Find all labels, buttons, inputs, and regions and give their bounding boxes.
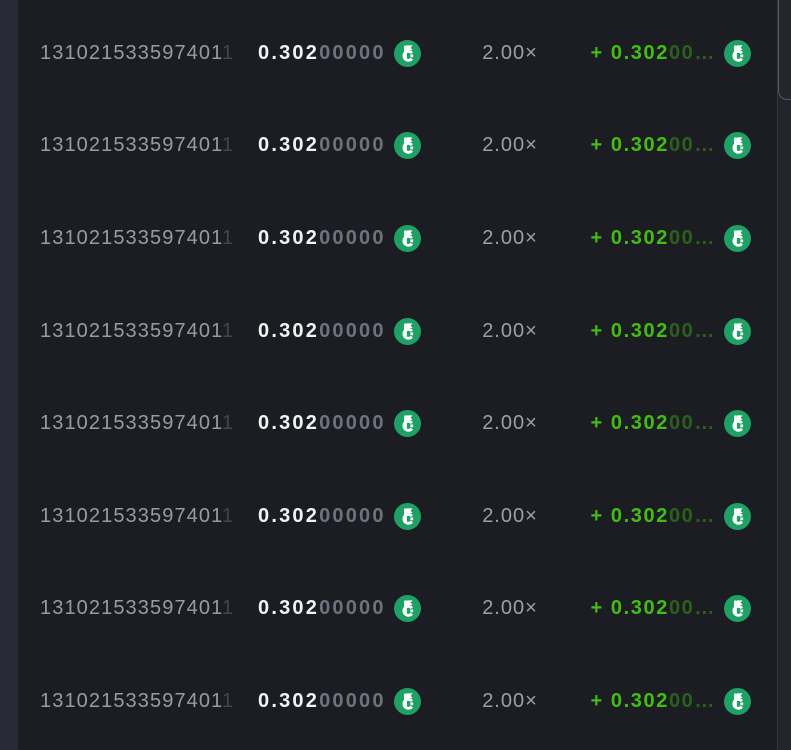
bet-amount: 0.30200000 [258,134,386,157]
bet-id-truncated-digit: 1 [221,134,235,157]
bet-amount-cell: 0.30200000 [258,595,454,623]
bet-amount-cell: 0.30200000 [258,317,454,345]
bet-id-truncated-digit: 1 [221,689,235,712]
bet-row[interactable]: 1310215335974011 0.30200000 2.00× + 0.30… [18,563,777,656]
bet-row[interactable]: 1310215335974011 0.30200000 2.00× + 0.30… [18,100,777,193]
multiplier: 2.00× [482,597,538,620]
bet-id: 1310215335974011 [40,319,235,342]
payout-amount: + 0.30200… [590,41,716,64]
bet-amount: 0.30200000 [258,689,386,712]
bet-amount: 0.30200000 [258,319,386,342]
bc-coin-icon [724,687,751,715]
bet-id-truncated-digit: 1 [221,504,235,527]
multiplier: 2.00× [482,319,538,342]
bet-amount-cell: 0.30200000 [258,224,454,252]
bc-coin-icon [724,224,751,252]
bc-coin-icon [393,595,421,623]
multiplier: 2.00× [482,689,538,712]
bc-coin-icon [724,502,751,530]
multiplier: 2.00× [482,504,538,527]
bet-id: 1310215335974011 [40,597,235,620]
bet-id: 1310215335974011 [40,134,235,157]
bet-amount: 0.30200000 [258,412,386,435]
bc-coin-icon [393,687,421,715]
bet-id-truncated-digit: 1 [221,412,235,435]
bet-amount-cell: 0.30200000 [258,502,454,530]
payout-cell: + 0.30200… [566,317,751,345]
payout-cell: + 0.30200… [566,39,751,67]
bet-id: 1310215335974011 [40,41,235,64]
bet-amount: 0.30200000 [258,41,386,64]
payout-amount: + 0.30200… [590,412,716,435]
payout-amount: + 0.30200… [590,319,716,342]
bet-row[interactable]: 1310215335974011 0.30200000 2.00× + 0.30… [18,470,777,563]
bet-amount-cell: 0.30200000 [258,410,454,438]
payout-amount: + 0.30200… [590,226,716,249]
bc-coin-icon [724,39,751,67]
bc-coin-icon [393,317,421,345]
bet-row[interactable]: 1310215335974011 0.30200000 2.00× + 0.30… [18,192,777,285]
bet-row[interactable]: 1310215335974011 0.30200000 2.00× + 0.30… [18,655,777,748]
payout-cell: + 0.30200… [566,502,751,530]
payout-amount: + 0.30200… [590,134,716,157]
multiplier: 2.00× [482,412,538,435]
bet-amount: 0.30200000 [258,504,386,527]
scrollbar-thumb[interactable] [778,0,791,100]
page-gutter-left [0,0,18,750]
bet-id-truncated-digit: 1 [221,319,235,342]
multiplier: 2.00× [482,226,538,249]
bet-id-truncated-digit: 1 [221,41,235,64]
payout-amount: + 0.30200… [590,597,716,620]
multiplier: 2.00× [482,41,538,64]
bc-coin-icon [724,595,751,623]
bc-coin-icon [393,224,421,252]
bet-id: 1310215335974011 [40,504,235,527]
bet-row[interactable]: 1310215335974011 0.30200000 2.00× + 0.30… [18,7,777,100]
bet-id-truncated-digit: 1 [221,597,235,620]
payout-amount: + 0.30200… [590,689,716,712]
bet-id: 1310215335974011 [40,689,235,712]
bet-id: 1310215335974011 [40,226,235,249]
payout-cell: + 0.30200… [566,687,751,715]
bet-id: 1310215335974011 [40,412,235,435]
payout-cell: + 0.30200… [566,132,751,160]
bet-row[interactable]: 1310215335974011 0.30200000 2.00× + 0.30… [18,377,777,470]
bc-coin-icon [724,410,751,438]
bet-amount-cell: 0.30200000 [258,39,454,67]
bet-amount-cell: 0.30200000 [258,132,454,160]
bc-coin-icon [393,132,421,160]
payout-cell: + 0.30200… [566,595,751,623]
bet-id-truncated-digit: 1 [221,226,235,249]
bet-row[interactable]: 1310215335974011 0.30200000 2.00× + 0.30… [18,285,777,378]
bet-amount-cell: 0.30200000 [258,687,454,715]
bc-coin-icon [393,39,421,67]
bc-coin-icon [393,502,421,530]
bet-amount: 0.30200000 [258,597,386,620]
bc-coin-icon [724,317,751,345]
multiplier: 2.00× [482,134,538,157]
payout-cell: + 0.30200… [566,224,751,252]
payout-cell: + 0.30200… [566,410,751,438]
payout-amount: + 0.30200… [590,504,716,527]
scrollbar-track[interactable] [777,0,791,750]
bet-amount: 0.30200000 [258,226,386,249]
bc-coin-icon [724,132,751,160]
bc-coin-icon [393,410,421,438]
bets-table: 1310215335974011 0.30200000 2.00× + 0.30… [18,7,777,748]
